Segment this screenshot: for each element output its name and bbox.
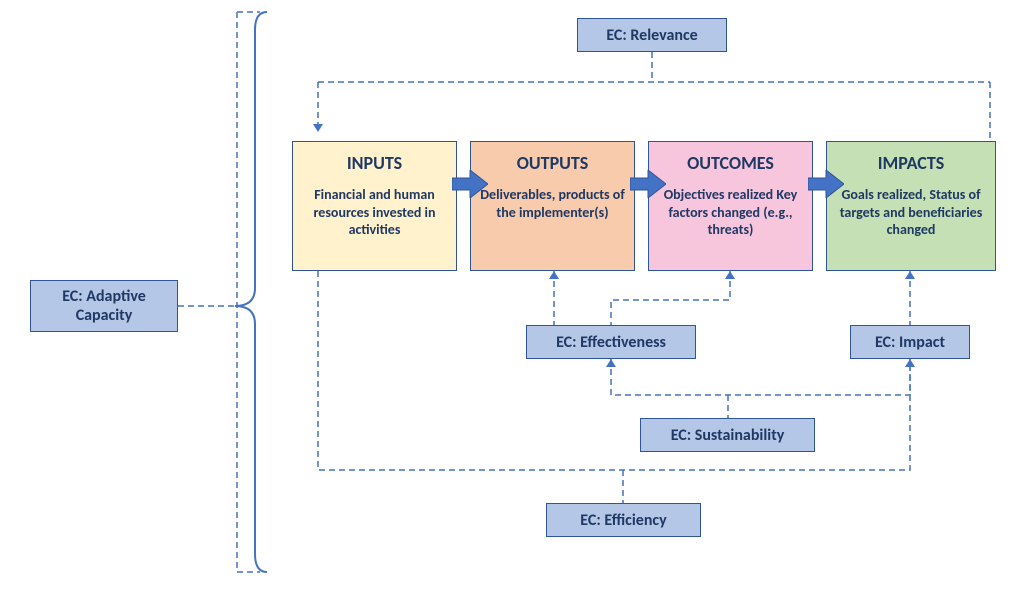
connector-4: [611, 359, 910, 418]
connector-arrowhead-1: [313, 124, 323, 132]
ec-relevance: EC: Relevance: [577, 18, 727, 52]
stage-impacts-desc: Goals realized, Status of targets and be…: [835, 186, 987, 239]
stage-outputs: OUTPUTS Deliverables, products of the imp…: [470, 141, 635, 271]
stage-outputs-desc: Deliverables, products of the implemente…: [479, 186, 626, 221]
flow-arrow-1: [452, 170, 488, 198]
connector-arrowhead-2: [549, 271, 559, 279]
stage-impacts-title: IMPACTS: [835, 152, 987, 174]
stage-inputs-desc: Financial and human resources invested i…: [301, 186, 448, 239]
connector-arrowhead-3: [725, 271, 735, 279]
connector-6: [178, 12, 260, 572]
ec-efficiency: EC: Efficiency: [546, 503, 701, 537]
stage-inputs-title: INPUTS: [301, 152, 448, 174]
stage-impacts: IMPACTS Goals realized, Status of targets…: [826, 141, 996, 271]
connector-5: [318, 271, 910, 503]
stage-outputs-title: OUTPUTS: [479, 152, 626, 174]
connector-arrowhead-4: [905, 271, 915, 279]
stage-outcomes-title: OUTCOMES: [657, 152, 804, 174]
flow-arrow-2: [630, 170, 666, 198]
flow-arrow-3: [808, 170, 844, 198]
stage-outcomes: OUTCOMES Objectives realized Key factors …: [648, 141, 813, 271]
connector-arrowhead-5: [606, 359, 616, 367]
stage-inputs: INPUTS Financial and human resources inve…: [292, 141, 457, 271]
ec-adaptive: EC: Adaptive Capacity: [30, 280, 178, 332]
ec-sustainability: EC: Sustainability: [640, 418, 815, 452]
ec-effectiveness: EC: Effectiveness: [526, 325, 696, 359]
ec-impact: EC: Impact: [850, 325, 970, 359]
stage-outcomes-desc: Objectives realized Key factors changed …: [657, 186, 804, 239]
left-brace: [235, 12, 267, 572]
connector-arrowhead-6: [905, 359, 915, 367]
connector-1: [318, 52, 990, 141]
connector-2: [554, 271, 730, 325]
